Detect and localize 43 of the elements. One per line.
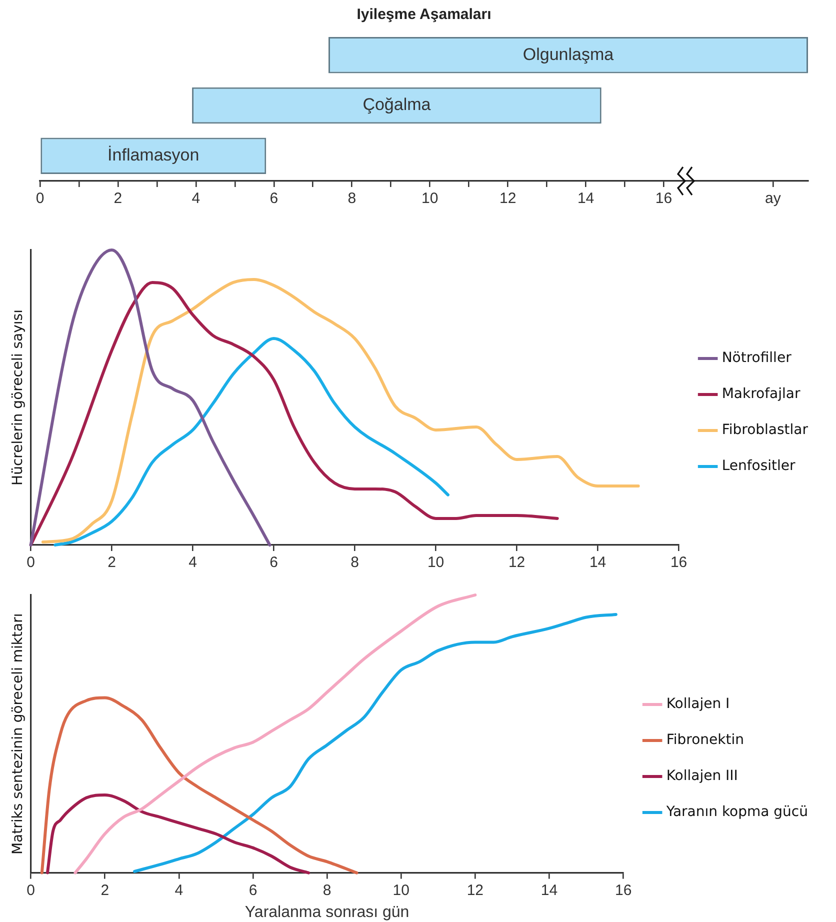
x-tick-label: 8	[348, 190, 356, 208]
x-tick-label: 2	[100, 882, 110, 899]
legend-label: Makrofajlar	[722, 386, 800, 402]
x-tick-label: 2	[108, 554, 116, 572]
x-tick-label: 14	[577, 190, 594, 208]
x-tick-label: 6	[270, 554, 278, 572]
legend-label: Lenfositler	[722, 458, 796, 474]
x-tick-label: 2	[114, 190, 122, 208]
x-tick-label: 4	[188, 554, 197, 572]
y-tick-label: Olgunlaşma	[522, 44, 614, 64]
x-tick-label: 8	[350, 554, 359, 572]
x-tick-label: 0	[26, 882, 35, 899]
x-tick-label: 10	[392, 882, 410, 899]
x-tick-label: 8	[322, 882, 332, 899]
legend-label: Nötrofiller	[722, 350, 792, 366]
x-tick-label: 10	[427, 554, 444, 572]
y-tick-label: Çoğalma	[362, 95, 432, 114]
y-tick-label: İnflamasyon	[108, 146, 200, 165]
x-tick-label: 6	[248, 882, 258, 899]
legend-label: Kollajen III	[666, 768, 738, 784]
x-tick-label: 0	[26, 554, 35, 572]
y-axis-title: Matriks sentezinin göreceli miktarı	[10, 613, 26, 855]
x-tick-label: 14	[540, 882, 558, 899]
x-tick-label: 0	[36, 190, 44, 208]
x-tick-label: ay	[764, 190, 782, 208]
legend-label: Fibronektin	[666, 732, 744, 748]
legend-label: Yaranın kopma gücü	[665, 804, 808, 820]
x-tick-label: 14	[589, 554, 606, 572]
x-tick-label: 16	[655, 190, 672, 208]
x-tick-label: 6	[270, 190, 278, 208]
x-tick-label: 12	[499, 190, 516, 208]
x-tick-label: 10	[422, 190, 438, 208]
y-axis-title: Hücrelerin göreceli sayısı	[10, 310, 26, 486]
x-axis-title: Yaralanma sonrası gün	[244, 904, 410, 921]
x-tick-label: 16	[670, 554, 688, 572]
legend-label: Kollajen I	[666, 696, 730, 712]
x-tick-label: 12	[508, 554, 526, 572]
x-tick-label: 4	[192, 190, 200, 208]
chart-title: Iyileşme Aşamaları	[356, 6, 492, 24]
legend-label: Fibroblastlar	[722, 422, 808, 438]
x-tick-label: 12	[466, 882, 484, 899]
x-tick-label: 16	[614, 882, 632, 899]
x-tick-label: 4	[174, 882, 184, 899]
